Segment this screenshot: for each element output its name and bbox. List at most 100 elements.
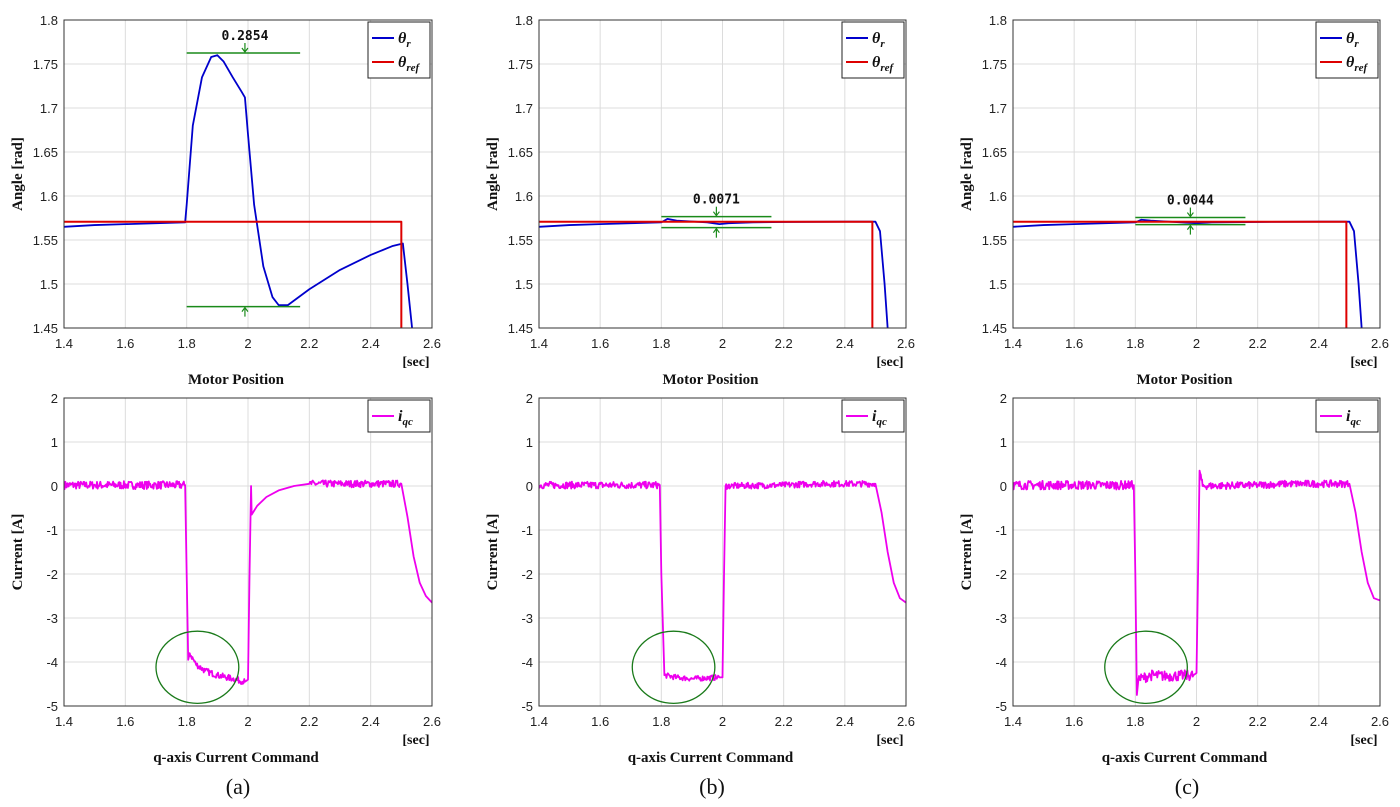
y-tick-label: -2 [995,567,1007,582]
y-tick-label: 2 [526,391,533,406]
legend: θr θref [841,21,905,79]
legend-entry: θr [398,30,411,50]
annotation-arrow-up-head [1186,224,1194,230]
y-tick-label: 2 [1000,391,1007,406]
y-tick-label: 1.45 [33,321,58,336]
y-tick-label: 1.5 [40,277,58,292]
y-tick-label: 1.5 [989,277,1007,292]
x-tick-label: 2 [244,336,251,351]
legend-entry: θr [872,30,885,50]
x-tick-label: 2.2 [775,714,793,729]
panel-title: Motor Position [1137,372,1234,388]
y-tick-label: 0 [1000,479,1007,494]
y-tick-label: 0 [526,479,533,494]
series-line-θref [539,220,874,328]
x-tick-label: 2 [1193,714,1200,729]
legend-box [841,21,905,79]
y-tick-label: 1 [526,435,533,450]
legend-subscript: ref [1354,62,1368,74]
annotation-label: 0.0044 [1167,194,1214,209]
x-tick-label: 2.6 [897,336,915,351]
y-tick-label: 1.45 [508,321,533,336]
panel-title: q-axis Current Command [153,750,319,766]
legend-entry: θref [1346,54,1368,74]
legend: iqc [1315,399,1379,433]
x-tick-label: 2.6 [897,714,915,729]
y-tick-label: -3 [995,611,1007,626]
y-tick-label: -5 [995,699,1007,714]
caption-a: (a) [226,774,250,799]
legend: θr θref [1315,21,1379,79]
x-tick-label: 1.6 [116,714,134,729]
series-group [1013,469,1380,696]
x-tick-label: 2.6 [1371,714,1389,729]
legend-entry: iqc [1346,408,1361,428]
y-tick-label: 1.8 [515,13,533,28]
legend-subscript: ref [406,62,420,74]
x-axis-unit: [sec] [876,355,903,370]
x-axis-unit: [sec] [1350,733,1377,748]
y-tick-label: 1 [51,435,58,450]
x-tick-label: 2 [719,714,726,729]
panel-c-top: 1.4 1.6 1.8 2 2.2 2.4 2.6 1.45 1.5 1.55 1.6 1.65 1.7… [959,13,1389,388]
y-tick-label: -3 [46,611,58,626]
annotation-arrow-down-head [241,47,249,53]
x-axis-unit: [sec] [402,355,429,370]
annotation-arrow-up-head [241,306,249,312]
legend-entry: θref [872,54,894,74]
x-tick-label: 1.6 [1065,336,1083,351]
y-tick-label: -5 [46,699,58,714]
y-tick-label: 1.8 [40,13,58,28]
x-tick-label: 2.4 [836,714,854,729]
legend-box [367,21,431,79]
x-tick-label: 1.8 [1126,714,1144,729]
x-tick-label: 2.6 [1371,336,1389,351]
y-tick-label: 0 [51,479,58,494]
series-group [64,479,432,685]
x-tick-label: 2.2 [775,336,793,351]
y-tick-label: 1 [1000,435,1007,450]
highlight-ellipse [155,630,240,705]
panel-b-top: 1.4 1.6 1.8 2 2.2 2.4 2.6 1.45 1.5 1.55 1.6 1.65 1.7… [485,13,915,388]
x-axis-unit: [sec] [1350,355,1377,370]
y-tick-label: -4 [46,655,58,670]
legend-symbol: i [872,408,877,425]
annotation-arrow-down-head [712,211,720,217]
x-tick-label: 1.4 [530,714,548,729]
legend-symbol: θ [1346,54,1355,71]
annotation-arrow-down-head [1186,212,1194,218]
x-axis-unit: [sec] [876,733,903,748]
peak-annotation: 0.0044 [1135,194,1246,235]
y-tick-label: 1.8 [989,13,1007,28]
y-tick-label: 1.75 [33,57,58,72]
x-tick-label: 1.8 [652,714,670,729]
y-tick-label: -2 [46,567,58,582]
legend-symbol: i [1346,408,1351,425]
legend-symbol: θ [398,30,407,47]
x-tick-label: 1.8 [1126,336,1144,351]
y-tick-label: -2 [521,567,533,582]
legend: iqc [367,399,431,433]
legend-symbol: i [398,408,403,425]
series-line-iqc [64,479,432,685]
axes-frame [63,397,433,707]
series-line-θr [539,217,889,328]
annotation-label: 0.2854 [221,29,268,44]
panel-c-bot: 1.4 1.6 1.8 2 2.2 2.4 2.6 -5 -4 -3 -2 -1 0 1 2 iqc Curre… [959,391,1389,766]
legend-entry: iqc [872,408,887,428]
x-tick-label: 2.2 [300,714,318,729]
legend-entry: θr [1346,30,1359,50]
legend-subscript: qc [402,416,413,428]
series-line-θr [64,54,413,328]
peak-annotation: 0.2854 [186,29,301,317]
legend-entry: iqc [398,408,413,428]
y-axis-label: Current [A] [10,514,26,591]
series-group [539,480,906,682]
panel-title: q-axis Current Command [628,750,794,766]
legend-symbol: θ [398,54,407,71]
x-tick-label: 1.6 [591,714,609,729]
x-tick-label: 2.4 [836,336,854,351]
x-tick-label: 2.2 [1249,714,1267,729]
